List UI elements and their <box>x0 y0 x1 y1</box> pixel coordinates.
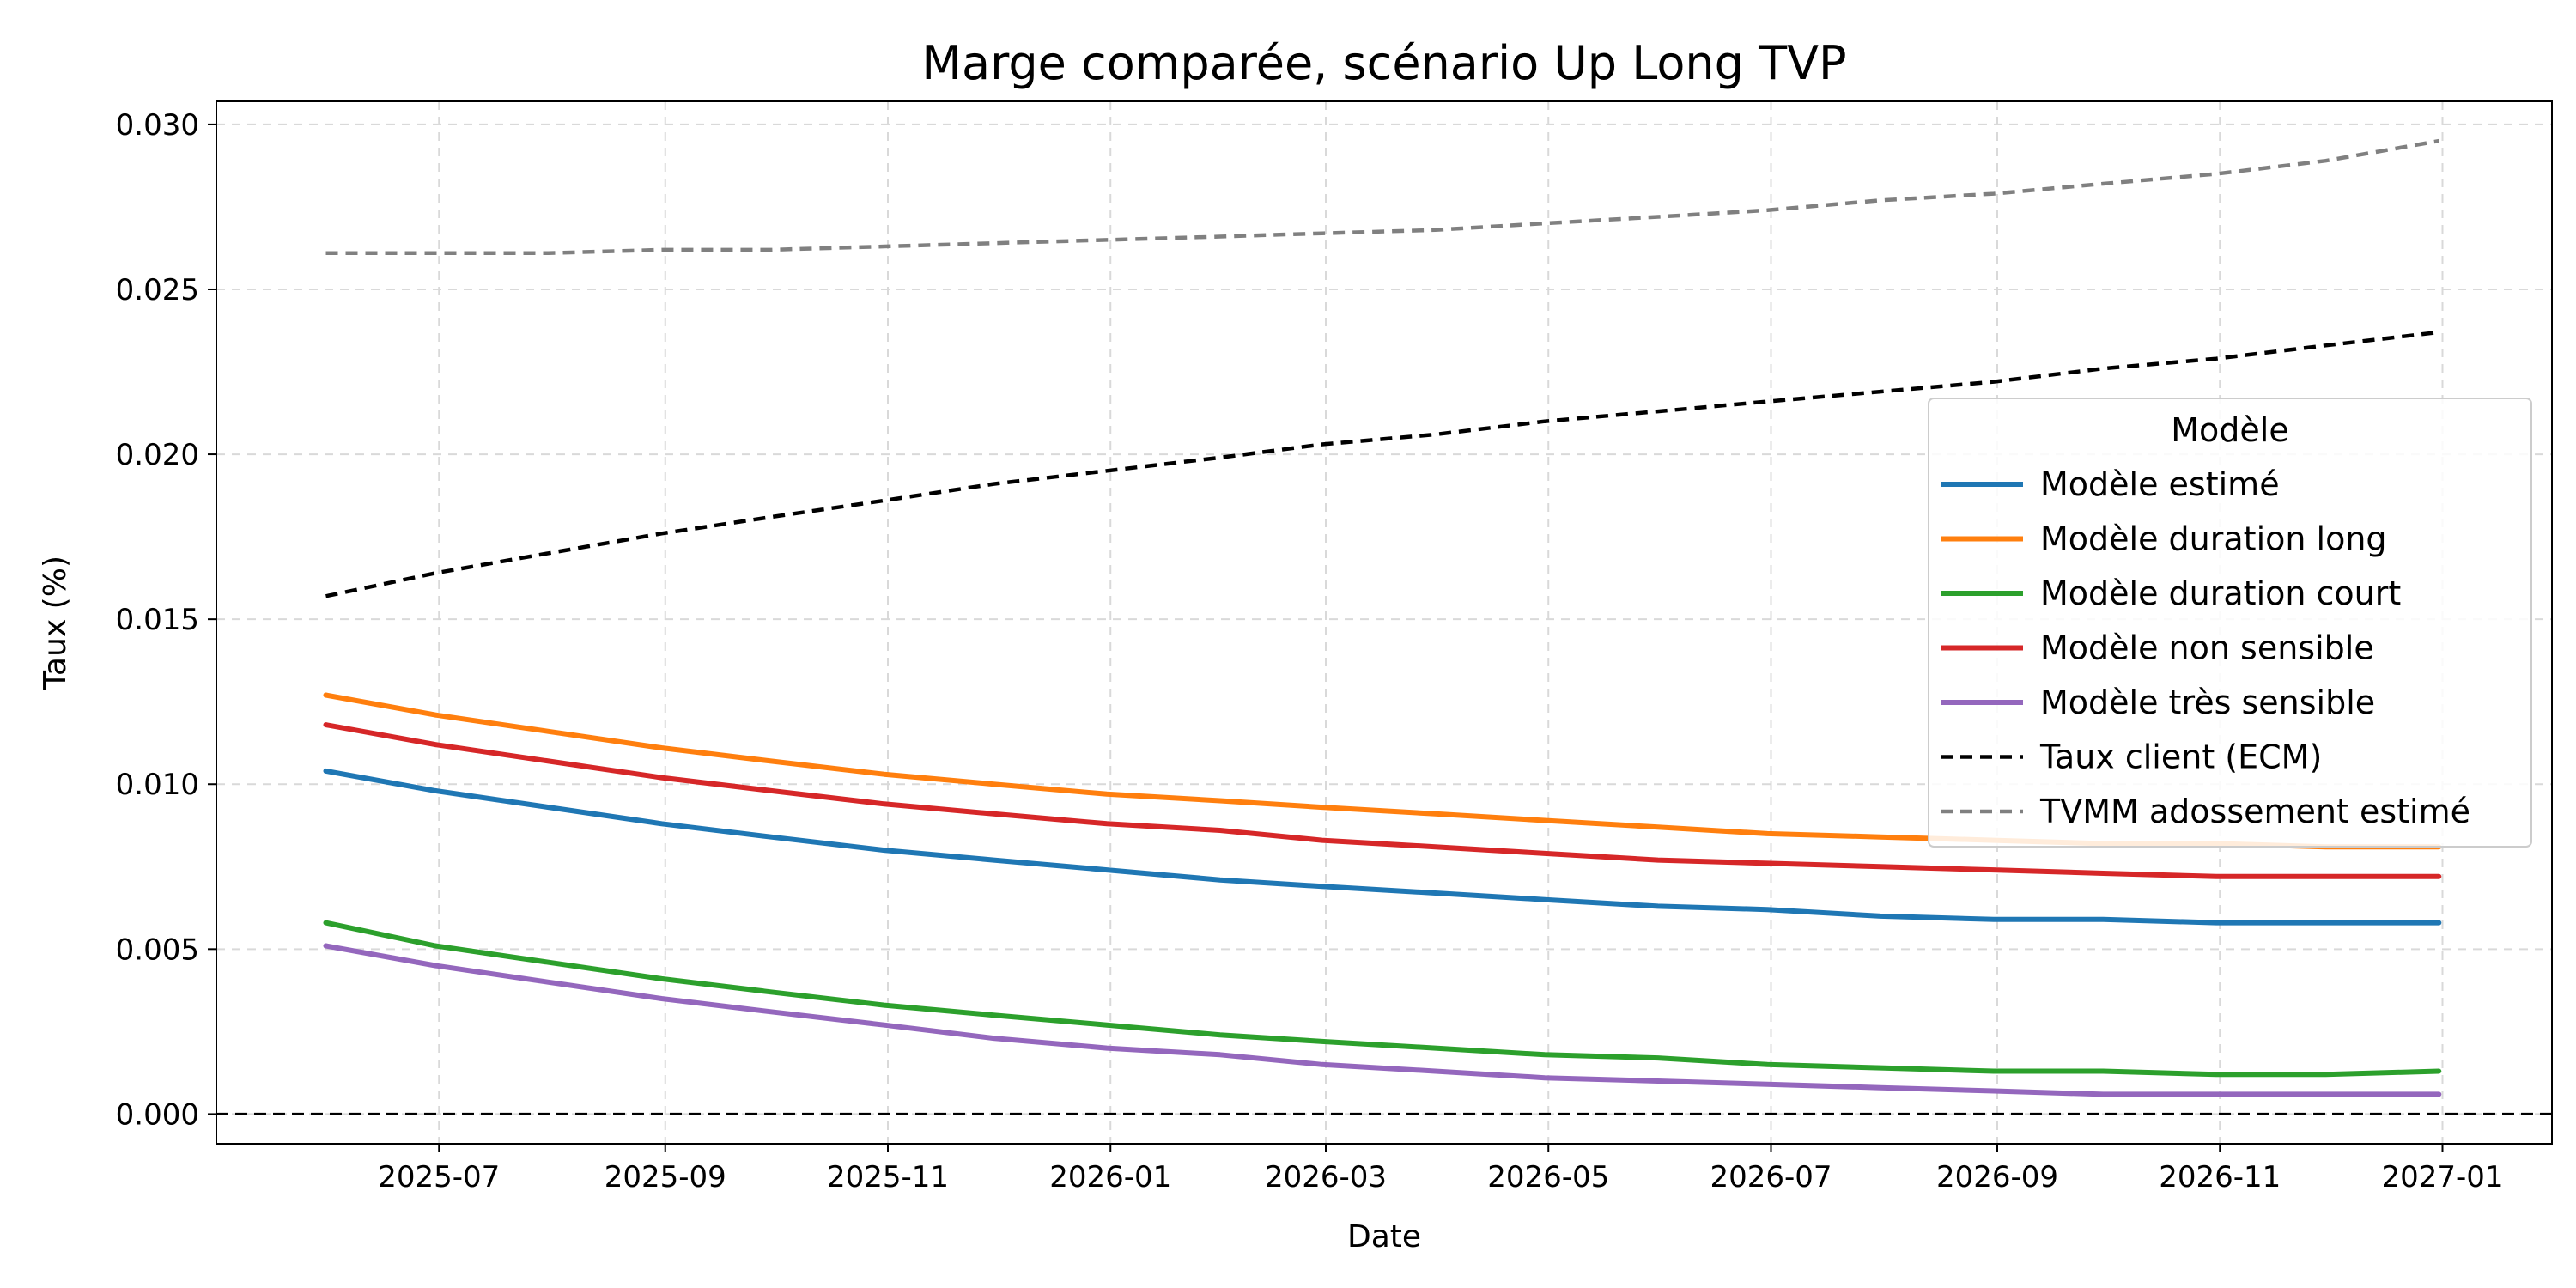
x-tick-label: 2026-11 <box>2159 1160 2281 1194</box>
legend-item: Modèle estimé <box>1941 465 2280 503</box>
y-tick-label: 0.010 <box>116 768 199 802</box>
x-axis-label: Date <box>1347 1219 1421 1255</box>
y-axis-label: Taux (%) <box>38 556 73 690</box>
series-line-5 <box>325 330 2439 598</box>
y-tick-label: 0.015 <box>116 603 199 637</box>
y-axis-ticks: 0.000 0.005 0.010 0.015 0.020 0.025 0.030 <box>116 108 216 1132</box>
x-tick-label: 2026-09 <box>1936 1160 2058 1194</box>
legend-item: Taux client (ECM) <box>1941 738 2322 776</box>
legend-item: Modèle très sensible <box>1941 683 2375 721</box>
legend-label: Modèle estimé <box>2040 465 2280 503</box>
series-line-6 <box>325 138 2439 255</box>
y-tick-label: 0.025 <box>116 273 199 307</box>
legend-item: Modèle duration long <box>1941 520 2387 558</box>
y-tick-label: 0.020 <box>116 438 199 472</box>
legend-box <box>1928 398 2532 848</box>
legend-label: Modèle très sensible <box>2040 683 2375 721</box>
x-tick-label: 2026-07 <box>1710 1160 1832 1194</box>
legend-items: Modèle estimé Modèle duration long Modèle … <box>1941 465 2470 830</box>
series-line-2 <box>323 920 2442 1078</box>
legend-label: Modèle duration long <box>2040 520 2387 558</box>
y-tick-label: 0.005 <box>116 933 199 967</box>
legend-item: TVMM adossement estimé <box>1941 793 2470 830</box>
y-tick-label: 0.000 <box>116 1097 199 1132</box>
legend-item: Modèle duration court <box>1941 574 2401 612</box>
y-tick-label: 0.030 <box>116 108 199 143</box>
legend-label: Modèle non sensible <box>2040 629 2374 667</box>
plot-frame <box>216 100 2553 1145</box>
series-line-4 <box>323 943 2442 1097</box>
x-tick-label: 2026-05 <box>1487 1160 1609 1194</box>
x-tick-label: 2025-11 <box>827 1160 949 1194</box>
legend-label: Taux client (ECM) <box>2039 738 2322 776</box>
legend-item: Modèle non sensible <box>1941 629 2374 667</box>
x-axis-ticks: 2025-07 2025-09 2025-11 2026-01 2026-03 2026-… <box>378 1144 2504 1194</box>
series-line-0 <box>323 768 2442 926</box>
x-tick-label: 2026-03 <box>1265 1160 1387 1194</box>
chart-title: Marge comparée, scénario Up Long TVP <box>921 36 1846 90</box>
x-tick-label: 2025-07 <box>378 1160 500 1194</box>
legend-title: Modèle <box>2171 411 2288 449</box>
legend-label: TVMM adossement estimé <box>2039 793 2470 830</box>
series-line-3 <box>323 722 2442 879</box>
series-lines <box>323 138 2442 1097</box>
x-tick-label: 2025-09 <box>605 1160 726 1194</box>
x-tick-label: 2027-01 <box>2381 1160 2503 1194</box>
legend: Modèle Modèle estimé Modèle duration long… <box>1928 398 2532 848</box>
x-tick-label: 2026-01 <box>1049 1160 1171 1194</box>
legend-label: Modèle duration court <box>2040 574 2401 612</box>
